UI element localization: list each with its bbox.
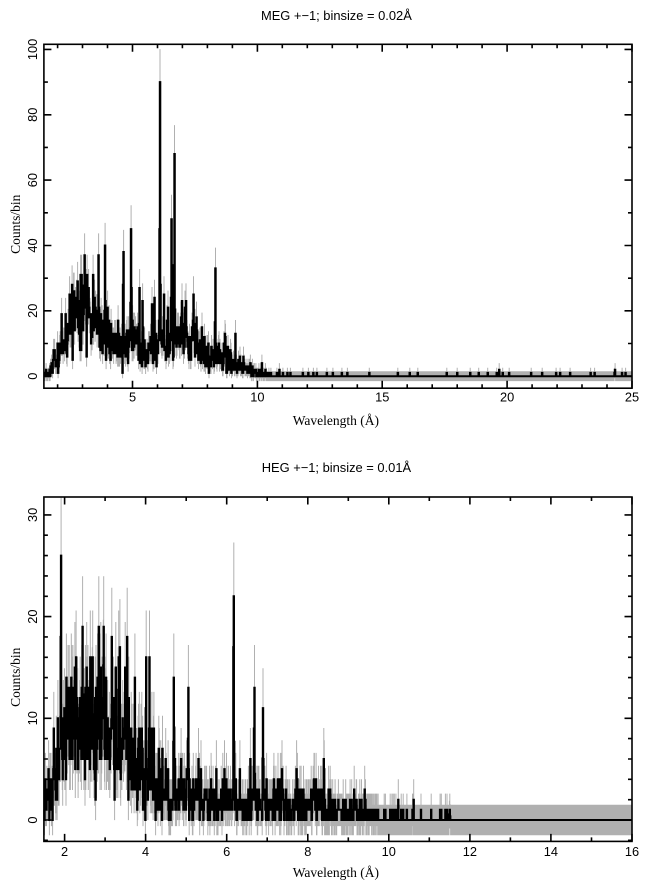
svg-text:20: 20: [25, 304, 40, 318]
svg-text:10: 10: [250, 390, 264, 405]
svg-text:Counts/bin: Counts/bin: [8, 647, 23, 707]
svg-text:6: 6: [223, 844, 230, 859]
svg-text:40: 40: [25, 238, 40, 252]
svg-text:25: 25: [625, 390, 639, 405]
svg-text:16: 16: [625, 844, 639, 859]
svg-text:12: 12: [463, 844, 477, 859]
svg-text:8: 8: [304, 844, 311, 859]
svg-text:0: 0: [25, 373, 40, 380]
svg-text:60: 60: [25, 173, 40, 187]
svg-text:15: 15: [375, 390, 389, 405]
svg-text:20: 20: [500, 390, 514, 405]
svg-text:0: 0: [25, 816, 40, 823]
svg-text:Counts/bin: Counts/bin: [8, 194, 23, 254]
svg-text:10: 10: [382, 844, 396, 859]
svg-text:20: 20: [25, 609, 40, 623]
svg-text:5: 5: [129, 390, 136, 405]
svg-text:2: 2: [61, 844, 68, 859]
svg-text:HEG +−1; binsize = 0.01Å: HEG +−1; binsize = 0.01Å: [262, 460, 412, 475]
svg-text:14: 14: [544, 844, 558, 859]
svg-text:30: 30: [25, 508, 40, 522]
svg-text:4: 4: [142, 844, 149, 859]
svg-text:10: 10: [25, 711, 40, 725]
svg-text:100: 100: [25, 39, 40, 60]
svg-text:MEG +−1; binsize = 0.02Å: MEG +−1; binsize = 0.02Å: [261, 8, 412, 23]
svg-text:80: 80: [25, 108, 40, 122]
svg-text:Wavelength (Å): Wavelength (Å): [293, 865, 379, 880]
svg-text:Wavelength (Å): Wavelength (Å): [293, 413, 379, 428]
